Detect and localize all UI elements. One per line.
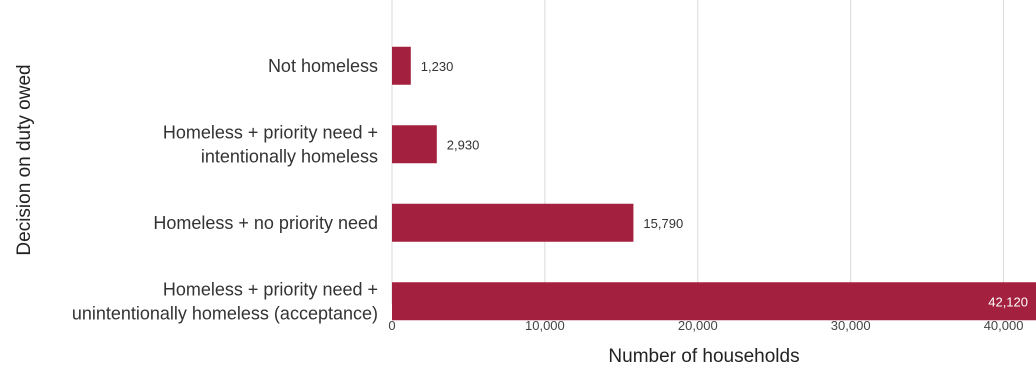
x-tick-label: 0 bbox=[388, 318, 395, 333]
gridlines bbox=[391, 0, 1005, 304]
category-label: Homeless + priority need + unintentionall… bbox=[72, 279, 378, 323]
category-labels: Not homeless Homeless + priority need + in… bbox=[72, 56, 378, 324]
category-label: Homeless + priority need + intentionally … bbox=[163, 122, 378, 166]
bar bbox=[392, 46, 411, 85]
data-label: 15,790 bbox=[643, 216, 683, 231]
x-axis-title: Number of households bbox=[608, 346, 799, 367]
category-label: Homeless + no priority need bbox=[153, 213, 378, 233]
bar bbox=[392, 125, 437, 164]
bar bbox=[392, 282, 1036, 321]
bars: 1,230 2,930 15,790 42,120 bbox=[392, 46, 1036, 321]
category-label: Not homeless bbox=[268, 56, 378, 76]
x-tick-label: 10,000 bbox=[525, 318, 565, 333]
x-tick-labels: 0 10,000 20,000 30,000 40,000 bbox=[388, 318, 1023, 333]
data-label: 42,120 bbox=[988, 294, 1028, 309]
y-axis-title: Decision on duty owed bbox=[14, 64, 35, 255]
x-tick-label: 30,000 bbox=[831, 318, 871, 333]
x-tick-label: 40,000 bbox=[984, 318, 1024, 333]
bar bbox=[392, 203, 634, 242]
data-label: 1,230 bbox=[421, 59, 454, 74]
data-label: 2,930 bbox=[447, 137, 480, 152]
x-tick-label: 20,000 bbox=[678, 318, 718, 333]
